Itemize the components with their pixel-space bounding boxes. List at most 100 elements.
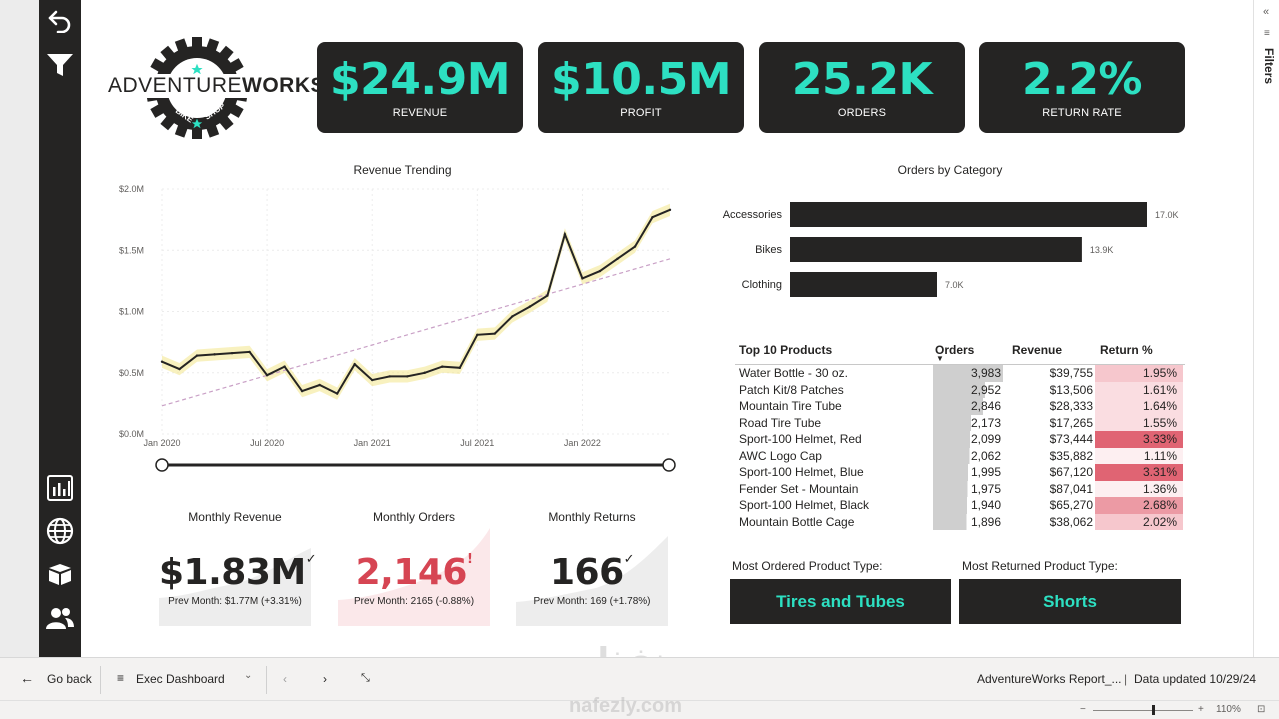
zoom-slider-thumb[interactable] [1152,705,1155,715]
range-slider-handle-end[interactable] [662,458,676,472]
globe-icon[interactable] [44,515,76,547]
category-bar[interactable] [790,202,1147,227]
filters-pane-collapsed[interactable]: « ≡ [1253,0,1279,657]
return-pct-cell: 1.95% [1095,365,1183,382]
zoom-slider[interactable] [1093,710,1193,711]
table-row[interactable]: Patch Kit/8 Patches 2,952 $13,506 1.61% [735,381,1185,398]
revenue-cell: $35,882 [1049,448,1093,463]
logo-text-light: ADVENTURE [108,74,243,97]
data-point [528,305,532,308]
orders-databar [933,513,1003,530]
x-tick-label: Jan 2020 [143,438,180,448]
kpi-card-profit[interactable]: $10.5M PROFIT [538,42,744,133]
return-pct-cell: 1.36% [1095,480,1183,497]
data-point [581,277,584,280]
table-row[interactable]: Sport-100 Helmet, Red 2,099 $73,444 3.33% [735,431,1185,448]
kpi-card-revenue[interactable]: $24.9M REVENUE [317,42,523,133]
y-tick-label: $0.5M [119,368,144,378]
revenue-trending-title: Revenue Trending [353,163,452,177]
mini-subtitle: Prev Month: 2165 (-0.88%) [353,596,475,607]
category-bar[interactable] [790,272,937,297]
y-tick-label: $0.0M [119,429,144,439]
data-point [388,375,391,378]
users-icon[interactable] [44,602,76,634]
go-back-button[interactable]: Go back [47,672,92,686]
range-slider-handle-start[interactable] [155,458,169,472]
filter-icon[interactable] [44,49,76,81]
col-header-return-pct[interactable]: Return % [1100,343,1153,357]
table-row[interactable]: Road Tire Tube 2,173 $17,265 1.55% [735,414,1185,431]
col-header-product[interactable]: Top 10 Products [739,343,833,357]
revenue-cell: $13,506 [1049,382,1093,397]
table-row[interactable]: Water Bottle - 30 oz. 3,983 $39,755 1.95% [735,365,1185,382]
kpi-card-return-rate[interactable]: 2.2% RETURN RATE [979,42,1185,133]
table-row[interactable]: Fender Set - Mountain 1,975 $87,041 1.36% [735,480,1185,497]
most-returned-card[interactable]: Shorts [959,579,1181,624]
divider [100,666,101,694]
next-page-icon[interactable]: › [323,672,327,686]
return-pct-cell: 1.55% [1095,414,1183,431]
kpi-label: ORDERS [837,107,887,119]
orders-cell: 2,173 [970,415,1001,430]
expand-chevron-icon[interactable]: « [1263,6,1270,18]
monthly-revenue-card[interactable]: Monthly Revenue $1.83M✓ Prev Month: $1.7… [159,510,317,626]
orders-cell: 2,099 [970,432,1001,446]
zoom-level[interactable]: 110% [1216,704,1241,715]
fullscreen-exit-icon[interactable]: ⤡ [361,672,370,684]
orders-databar [933,381,1003,398]
data-point [353,362,356,366]
top-products-table[interactable]: Top 10 Products Orders ▼ Revenue Return … [735,341,1185,530]
table-row[interactable]: Sport-100 Helmet, Blue 1,995 $67,120 3.31% [735,464,1185,481]
monthly-returns-card[interactable]: Monthly Returns 166✓ Prev Month: 169 (+1… [516,510,668,626]
revenue-trending-chart[interactable]: $0.0M $0.5M $1.0M $1.5M $2.0M Jan 2020 Jul 202… [110,178,680,478]
orders-by-category-chart[interactable]: Accessories 17.0K Bikes 13.9K Clothing 7.0K [720,190,1200,310]
chevron-down-icon[interactable]: ⌄ [244,670,253,681]
data-point [283,365,286,368]
mini-sparkline-orders [338,528,490,626]
product-name-cell: Road Tire Tube [739,415,822,430]
most-returned-label: Most Returned Product Type: [962,559,1118,573]
table-row[interactable]: Mountain Tire Tube 2,846 $28,333 1.64% [735,398,1185,415]
most-ordered-card[interactable]: Tires and Tubes [730,579,951,624]
checkmark-icon: ✓ [305,552,317,567]
kpi-label: PROFIT [620,107,662,119]
mini-title: Monthly Returns [548,510,636,524]
revenue-cell: $87,041 [1049,481,1093,496]
table-row[interactable]: Mountain Bottle Cage 1,896 $38,062 2.02% [735,513,1185,530]
monthly-orders-card[interactable]: Monthly Orders 2,146! Prev Month: 2165 (… [338,510,490,626]
box-icon[interactable] [44,558,76,590]
col-header-revenue[interactable]: Revenue [1012,343,1063,357]
col-header-orders[interactable]: Orders [935,343,975,357]
zoom-in-icon[interactable]: + [1198,704,1204,715]
report-name[interactable]: AdventureWorks Report_... [977,672,1122,686]
kpi-card-orders[interactable]: 25.2K ORDERS [759,42,965,133]
data-point [633,245,637,248]
bar-value-label: 17.0K [1155,210,1179,220]
zoom-out-icon[interactable]: − [1080,704,1086,715]
kpi-value: $10.5M [551,54,731,105]
return-pct-cell: 3.33% [1095,431,1183,448]
product-name-cell: Fender Set - Mountain [739,481,859,496]
back-arrow-small-icon[interactable]: ← [20,670,34,686]
page-selector[interactable]: Exec Dashboard [136,672,225,686]
fit-page-icon[interactable]: ⊡ [1257,704,1266,715]
data-point [563,233,567,236]
prev-page-icon[interactable]: ‹ [283,672,287,686]
back-arrow-icon[interactable] [44,4,76,36]
trend-line [161,258,671,407]
mini-title: Monthly Orders [372,510,456,524]
data-point [546,294,549,297]
data-point [160,360,164,363]
sort-desc-icon[interactable]: ▼ [936,354,944,363]
bar-chart-icon[interactable] [44,472,76,504]
data-point [651,215,654,219]
table-row[interactable]: AWC Logo Cap 2,062 $35,882 1.11% [735,447,1185,464]
table-row[interactable]: Sport-100 Helmet, Black 1,940 $65,270 2.68% [735,497,1185,514]
bar-value-label: 7.0K [945,280,964,290]
return-pct-cell: 1.64% [1095,398,1183,415]
category-bar[interactable] [790,237,1082,262]
filters-label[interactable]: Filters [1262,48,1276,85]
data-point [371,378,374,382]
mini-subtitle: Prev Month: 169 (+1.78%) [533,596,651,607]
checkmark-icon: ✓ [623,552,635,567]
